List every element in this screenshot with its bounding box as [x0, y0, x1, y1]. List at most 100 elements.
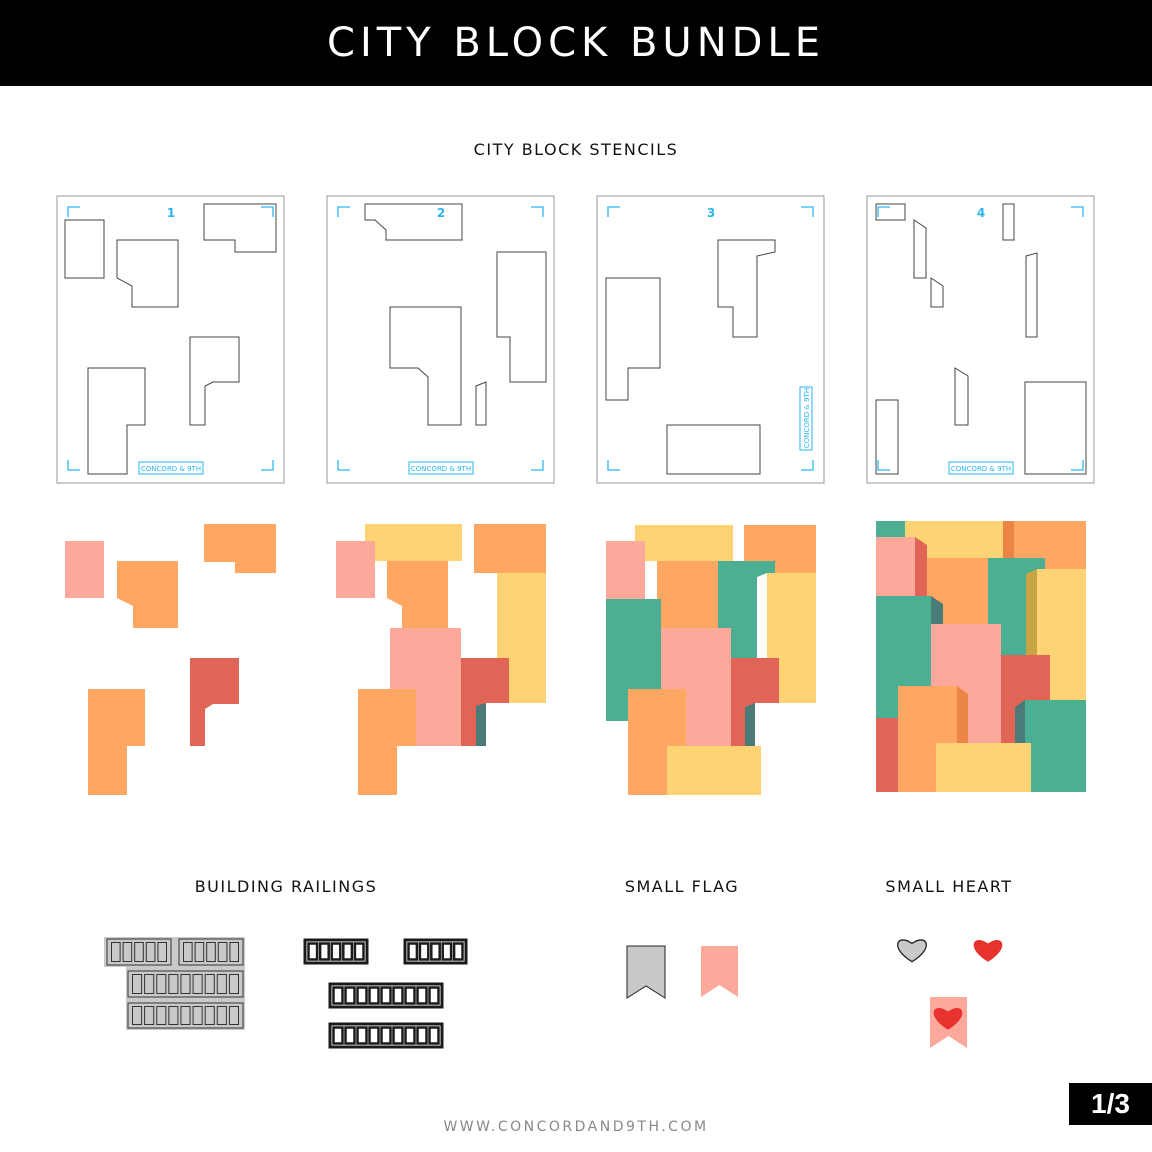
railing-slot — [183, 942, 193, 962]
building-cutout — [1024, 381, 1087, 475]
building-cutout — [475, 381, 487, 426]
railing-slot — [404, 986, 416, 1005]
registration-mark — [337, 206, 350, 217]
stencil-number: 2 — [437, 206, 445, 220]
railing-slot — [441, 942, 453, 961]
railing-slot — [416, 986, 428, 1005]
railing-slot — [132, 974, 143, 994]
building-cutout — [954, 367, 969, 426]
building-cutout — [875, 203, 906, 221]
building-cutout — [496, 251, 547, 383]
building-block — [190, 658, 239, 746]
building-block — [1003, 521, 1014, 558]
railing-slot — [156, 1006, 167, 1025]
registration-mark — [67, 460, 80, 471]
brand-logo-box — [948, 461, 1014, 475]
railing-slot — [194, 942, 205, 962]
heart-on-flag-icon — [933, 1007, 963, 1030]
city-block-illustration-3 — [606, 525, 816, 795]
small-flag-pink — [701, 946, 738, 997]
building-cutout — [189, 336, 240, 426]
website-url[interactable]: WWW.CONCORDAND9TH.COM — [443, 1119, 709, 1135]
section-title-flag: SMALL FLAG — [624, 877, 740, 896]
railing-slot — [229, 942, 239, 962]
building-block — [336, 541, 375, 598]
stencil-1: 1 CONCORD & 9TH — [56, 195, 285, 484]
city-block-illustration-4 — [876, 521, 1086, 792]
railing-slot — [318, 942, 330, 961]
building-block — [358, 689, 416, 795]
city-block-illustration-2 — [336, 524, 546, 795]
registration-mark — [607, 206, 620, 217]
building-block — [1025, 700, 1086, 792]
building-block — [1015, 700, 1025, 743]
railing-slot — [392, 1026, 404, 1045]
building-cutout — [87, 367, 146, 475]
railing-slot — [342, 942, 354, 961]
building-cutout — [116, 239, 179, 308]
city-block-illustration-1 — [65, 524, 276, 795]
brand-logo: CONCORD & 9TH — [803, 388, 811, 448]
railing-slot — [418, 942, 430, 961]
building-block — [718, 561, 775, 658]
railing-slot — [428, 1026, 440, 1045]
railing-slot — [344, 1026, 356, 1045]
railing-slot — [307, 942, 319, 961]
stencil-4: 4 CONCORD & 9TH — [866, 195, 1095, 484]
railing-slot — [380, 986, 392, 1005]
building-block — [767, 573, 816, 703]
registration-mark — [607, 460, 620, 471]
building-block — [876, 718, 898, 792]
brand-logo-box — [408, 461, 474, 475]
railing-slot — [380, 1026, 392, 1045]
brand-logo-box — [799, 386, 813, 451]
railing-slot — [204, 974, 215, 994]
railing-slot — [180, 974, 191, 994]
heart-red-icon — [973, 939, 1003, 962]
railing-slot — [217, 942, 228, 962]
railing-slot — [192, 974, 203, 994]
railing-slot — [356, 1026, 368, 1045]
railing-slot — [228, 974, 239, 994]
building-cutout — [913, 219, 927, 279]
railing-slot — [122, 942, 133, 962]
railing-slot — [344, 986, 356, 1005]
building-block — [88, 689, 145, 795]
stencil-sheet — [326, 195, 555, 484]
building-block — [65, 541, 104, 598]
railing-slot — [204, 1006, 215, 1025]
building-cutout — [389, 306, 462, 426]
building-block — [497, 573, 546, 703]
registration-mark — [261, 206, 274, 217]
small-flag-die — [626, 945, 666, 999]
railing-slot — [416, 1026, 428, 1045]
stencil-sheet — [596, 195, 825, 484]
registration-mark — [1071, 460, 1084, 471]
registration-mark — [1071, 206, 1084, 217]
building-block — [657, 561, 718, 628]
building-block — [876, 521, 905, 537]
registration-mark — [531, 460, 544, 471]
building-block — [667, 746, 761, 795]
section-title-stencils: CITY BLOCK STENCILS — [473, 140, 679, 159]
railing-slot — [407, 942, 419, 961]
stencil-number: 3 — [707, 206, 715, 220]
stencil-sheet — [56, 195, 285, 484]
building-cutout — [203, 203, 277, 253]
railing-slot — [180, 1006, 191, 1025]
section-title-heart: SMALL HEART — [885, 877, 1013, 896]
railing-slot — [428, 986, 440, 1005]
railing-slot — [145, 942, 156, 962]
railing-slot — [330, 942, 342, 961]
registration-mark — [801, 460, 814, 471]
page-title: CITY BLOCK BUNDLE — [327, 20, 825, 66]
stencil-2: 2 CONCORD & 9TH — [326, 195, 555, 484]
building-cutout — [1002, 203, 1015, 241]
railing-slot — [168, 974, 179, 994]
brand-logo: CONCORD & 9TH — [411, 465, 471, 473]
heart-die-icon — [897, 939, 927, 963]
railing-slot — [168, 1006, 179, 1025]
page-indicator: 1/3 — [1069, 1083, 1152, 1125]
building-block — [365, 524, 462, 561]
